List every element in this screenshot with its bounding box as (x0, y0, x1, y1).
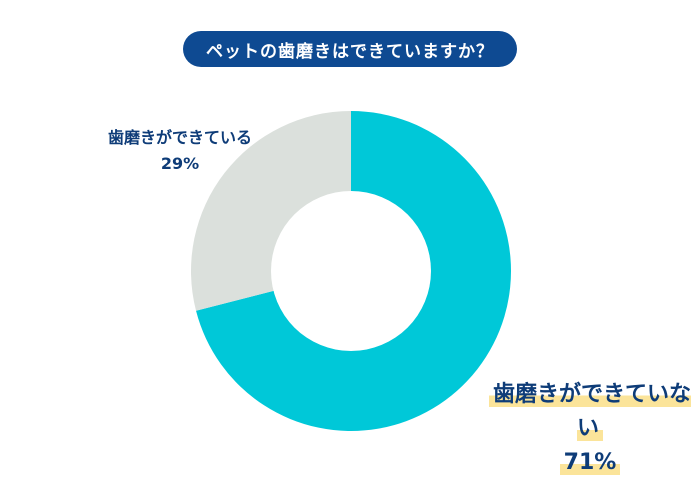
label-brushing-not-done: 歯磨きができていない 71% (480, 378, 700, 480)
label-brushing-not-done-text: 歯磨きができていない (488, 382, 691, 441)
label-brushing-done: 歯磨きができている 29% (100, 125, 260, 177)
chart-title: ペットの歯磨きはできていますか？ (183, 31, 517, 67)
label-brushing-done-text: 歯磨きができている (107, 128, 252, 147)
donut-hole (271, 191, 431, 351)
label-brushing-done-percent: 29% (160, 154, 200, 173)
label-brushing-not-done-percent: 71% (559, 450, 621, 475)
donut-chart (191, 111, 512, 432)
